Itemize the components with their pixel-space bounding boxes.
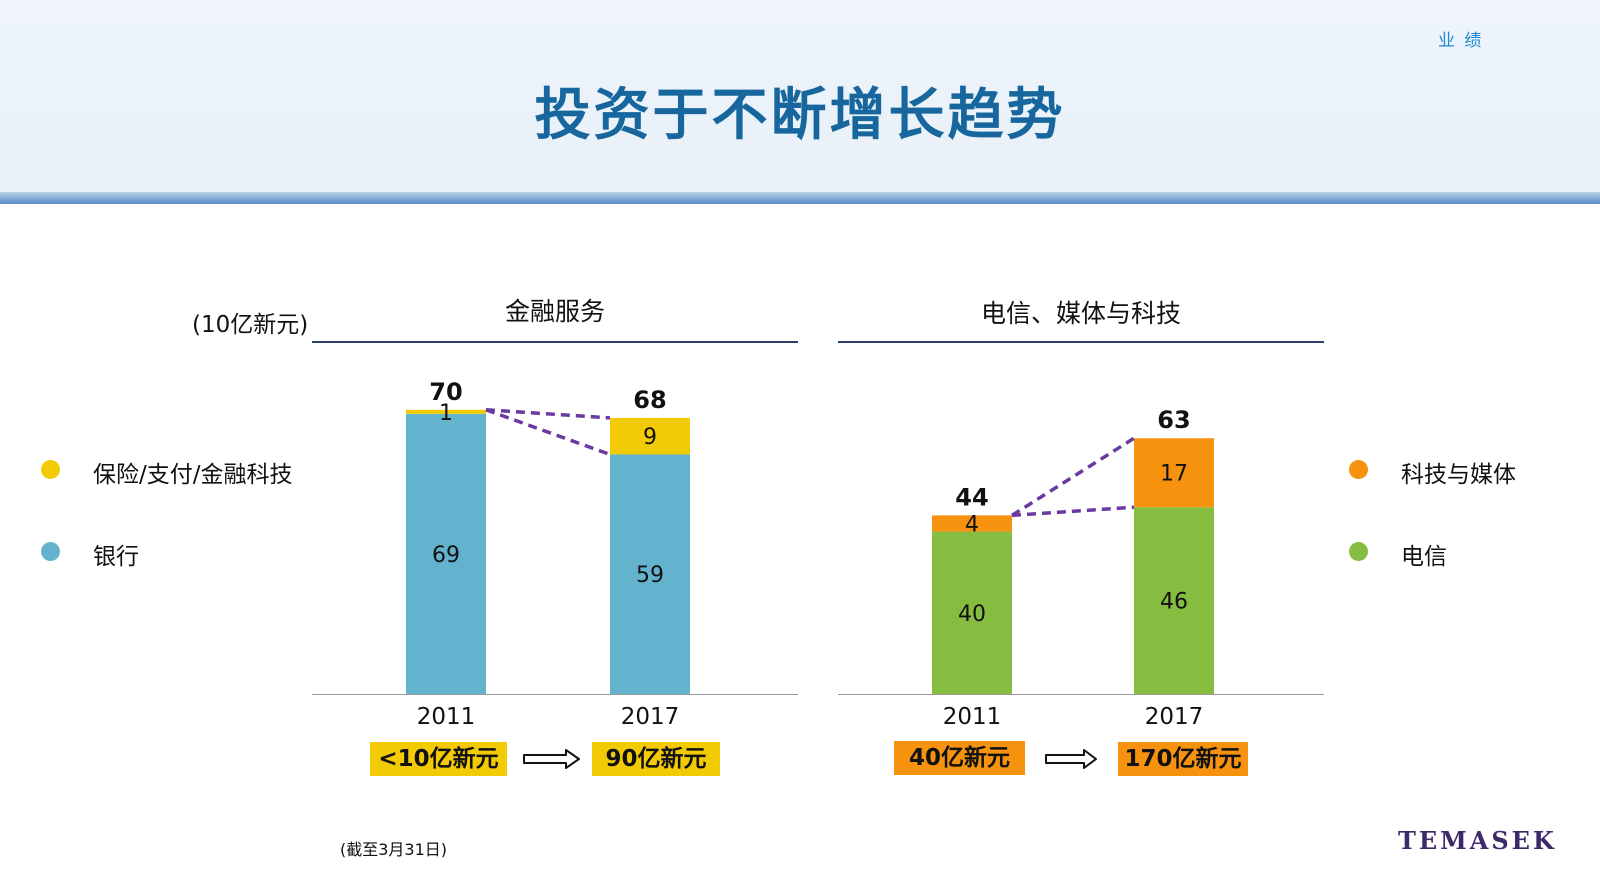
legend-label-tech-media: 科技与媒体 (1401, 462, 1516, 488)
x-axis-financial (312, 694, 798, 695)
legend-label-insurance: 保险/支付/金融科技 (93, 462, 293, 488)
bar-tmt-2017-s0 (1134, 507, 1214, 694)
legend-dot-insurance (41, 460, 60, 479)
bar-financial-2017-s1 (610, 417, 690, 455)
data-label-tmt-2017-s1: 17 (1160, 462, 1188, 487)
header-band (0, 0, 1600, 200)
unit-label: (10亿新元) (192, 312, 309, 338)
chart-title-tmt: 电信、媒体与科技 (980, 299, 1181, 328)
bar-financial-2017-s0 (610, 454, 690, 694)
chart-title-rule-financial (312, 341, 798, 343)
total-label-tmt-2017: 63 (1157, 406, 1190, 434)
legend-dot-telecom (1349, 542, 1368, 561)
arrow-icon (523, 749, 580, 769)
bar-financial-2011-s1 (406, 409, 486, 414)
x-axis-tmt (838, 694, 1324, 695)
total-label-tmt-2011: 44 (955, 483, 988, 511)
data-label-tmt-2017-s0: 46 (1160, 590, 1188, 615)
tick-label-tmt-2017: 2017 (1145, 704, 1204, 730)
connector-line-financial-0 (485, 408, 611, 420)
legend-label-bank: 银行 (93, 544, 139, 570)
connector-line-financial-1 (485, 408, 611, 457)
tick-label-financial-2011: 2011 (417, 704, 476, 730)
chart-title-financial: 金融服务 (504, 297, 605, 326)
temasek-logo: TEMASEK (1398, 826, 1557, 855)
badge-financial-2017: 90亿新元 (592, 742, 720, 776)
footnote: (截至3月31日) (340, 840, 448, 859)
total-label-financial-2011: 70 (429, 378, 462, 406)
data-label-financial-2011-s0: 69 (432, 543, 460, 568)
legend-dot-tech-media (1349, 460, 1368, 479)
page-title: 投资于不断增长趋势 (534, 83, 1066, 148)
bar-tmt-2011-s0 (932, 531, 1012, 694)
data-label-financial-2017-s1: 9 (643, 425, 657, 450)
badge-financial-2011: <10亿新元 (370, 742, 507, 776)
legend-label-telecom: 电信 (1401, 544, 1447, 570)
chart-title-rule-tmt (838, 341, 1324, 343)
total-label-financial-2017: 68 (633, 386, 666, 414)
data-label-financial-2011-s1: 1 (439, 401, 453, 426)
badge-tmt-2011: 40亿新元 (894, 741, 1025, 775)
bar-financial-2011-s0 (406, 413, 486, 694)
connector-line-tmt-0 (1011, 436, 1135, 517)
badge-tmt-2017: 170亿新元 (1118, 742, 1248, 776)
tick-label-financial-2017: 2017 (621, 704, 680, 730)
tick-label-tmt-2011: 2011 (943, 704, 1002, 730)
bar-tmt-2017-s1 (1134, 438, 1214, 508)
data-label-tmt-2011-s1: 4 (965, 512, 979, 537)
bar-tmt-2011-s1 (932, 515, 1012, 532)
arrow-icon (1045, 749, 1097, 769)
section-tag: 业 绩 (1438, 31, 1484, 51)
connector-line-tmt-1 (1011, 505, 1135, 518)
data-label-tmt-2011-s0: 40 (958, 602, 986, 627)
legend-dot-bank (41, 542, 60, 561)
data-label-financial-2017-s0: 59 (636, 563, 664, 588)
header-divider (0, 192, 1600, 204)
